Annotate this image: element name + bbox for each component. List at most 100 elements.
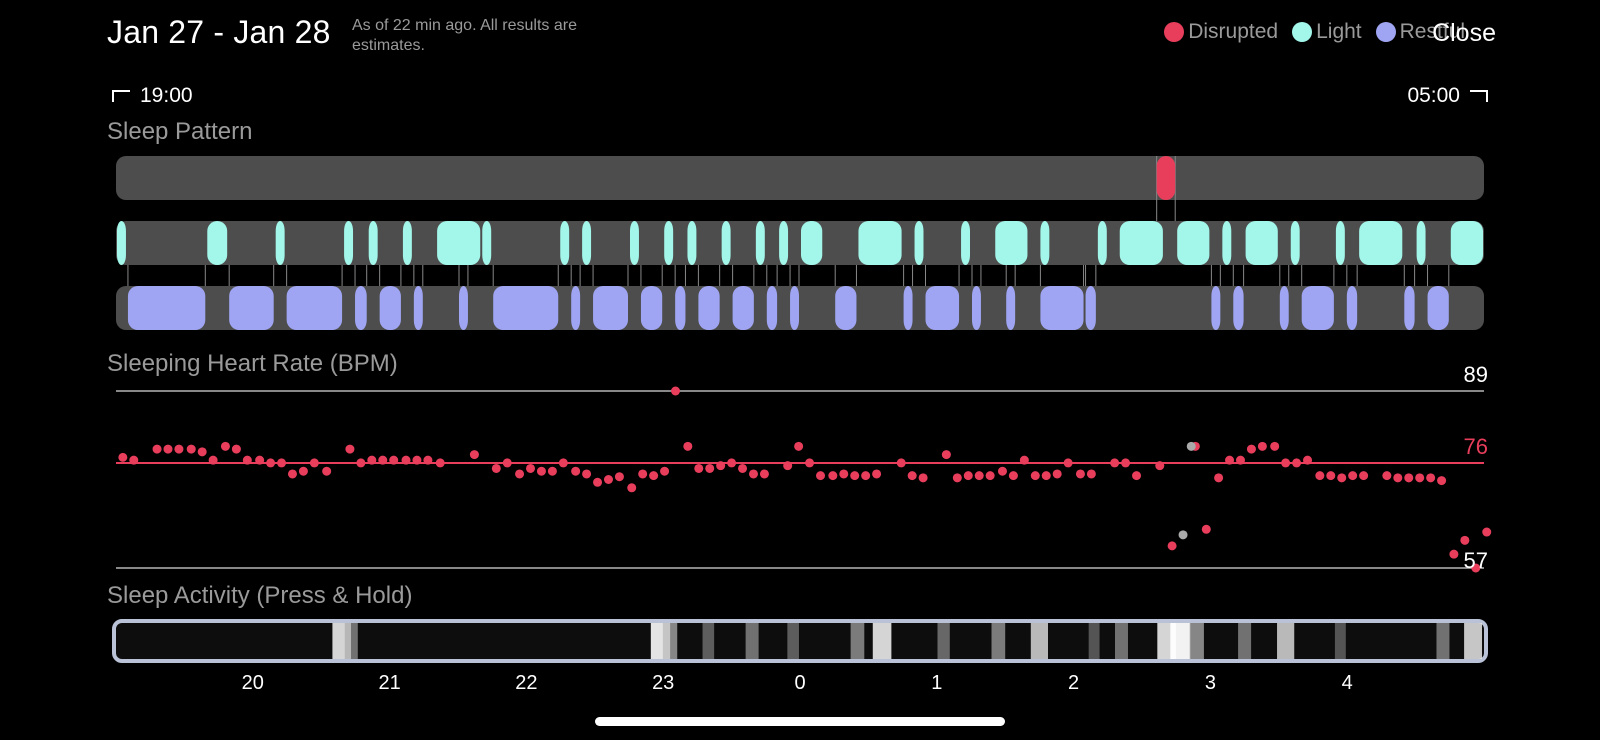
light-segment	[721, 221, 731, 265]
activity-peak	[662, 623, 678, 659]
hr-point	[277, 458, 287, 468]
hour-tick: 2	[1068, 672, 1080, 694]
hr-point	[603, 475, 613, 484]
disrupted-track	[116, 156, 1484, 200]
hr-point	[660, 466, 670, 476]
hr-point	[1121, 458, 1131, 468]
hr-point	[638, 469, 648, 479]
hr-point	[705, 463, 715, 473]
hr-point	[1214, 473, 1224, 483]
restful-segment	[1233, 286, 1244, 330]
heart-rate-title: Sleeping Heart Rate (BPM)	[107, 350, 398, 377]
hr-point	[174, 444, 184, 454]
hr-point	[1225, 455, 1235, 465]
hr-point	[1257, 441, 1267, 451]
hr-point	[197, 447, 207, 457]
light-segment	[344, 221, 354, 265]
restful-dot-icon	[1375, 22, 1396, 42]
sleep-activity-title: Sleep Activity (Press & Hold)	[107, 582, 413, 609]
hr-point	[839, 469, 849, 479]
activity-peak	[1189, 623, 1204, 659]
restful-segment	[1040, 286, 1084, 330]
hr-point	[738, 463, 748, 473]
light-segment	[1416, 221, 1426, 265]
legend: Disrupted Light Restful	[1164, 20, 1465, 44]
hr-point	[1041, 471, 1051, 481]
activity-peak	[1088, 623, 1100, 659]
restful-segment	[766, 286, 778, 330]
hr-point	[1393, 473, 1403, 483]
hr-point	[716, 461, 726, 471]
legend-light-label: Light	[1316, 20, 1362, 43]
legend-disrupted: Disrupted	[1164, 20, 1278, 44]
light-segment	[1450, 221, 1483, 265]
end-time-label: 05:00	[1407, 84, 1460, 107]
hr-point	[1052, 469, 1062, 479]
restful-segment	[1346, 286, 1358, 330]
hr-point	[1359, 471, 1369, 481]
hr-point	[1415, 473, 1425, 483]
hr-point	[401, 455, 411, 465]
hr-point	[1132, 471, 1142, 481]
hr-point	[242, 455, 252, 465]
activity-peak	[1114, 623, 1128, 659]
light-segment	[1222, 221, 1232, 265]
hr-point	[469, 450, 479, 460]
hr-point	[582, 469, 592, 479]
light-segment	[368, 221, 378, 265]
restful-segment	[1427, 286, 1449, 330]
restful-segment	[1006, 286, 1016, 330]
light-segment	[1177, 221, 1210, 265]
light-segment	[630, 221, 639, 265]
restful-segment	[903, 286, 913, 330]
sleep-activity-bar[interactable]	[112, 619, 1488, 663]
hr-point	[1471, 563, 1481, 573]
range-start-bracket-icon	[112, 90, 130, 103]
activity-peak	[787, 623, 799, 659]
hr-point	[1404, 473, 1414, 483]
hr-point	[1382, 471, 1392, 481]
hr-point	[1030, 471, 1040, 481]
light-segment	[1335, 221, 1345, 265]
hr-point	[783, 461, 793, 471]
hr-min-value: 57	[1463, 548, 1488, 573]
legend-disrupted-label: Disrupted	[1188, 20, 1279, 43]
hr-point	[502, 458, 512, 468]
hr-point	[614, 472, 624, 482]
hr-point	[941, 450, 951, 460]
light-segment	[995, 221, 1028, 265]
hr-max-value: 89	[1463, 362, 1488, 387]
restful-segment	[1301, 286, 1334, 330]
hr-point	[356, 458, 366, 468]
activity-peak	[1238, 623, 1252, 659]
hr-point	[1482, 527, 1492, 537]
light-track	[116, 221, 1484, 265]
hr-point	[974, 471, 984, 481]
hr-point	[1155, 461, 1165, 471]
hr-point	[345, 444, 355, 454]
hour-tick: 22	[515, 672, 538, 694]
home-indicator[interactable]	[595, 717, 1005, 726]
light-segment	[1040, 221, 1050, 265]
hr-point	[118, 452, 128, 462]
hr-point	[367, 455, 377, 465]
hr-point	[850, 471, 860, 481]
light-segment	[1119, 221, 1163, 265]
restful-segment	[413, 286, 423, 330]
legend-restful-label: Restful	[1399, 20, 1465, 43]
hr-point	[231, 444, 241, 454]
hr-point	[152, 444, 162, 454]
hr-point	[794, 441, 804, 451]
hr-point	[985, 471, 995, 481]
light-segment	[801, 221, 823, 265]
hr-point	[1337, 473, 1347, 483]
light-segment	[1097, 221, 1107, 265]
activity-peak	[872, 623, 892, 659]
hr-point	[593, 477, 603, 487]
restful-segment	[972, 286, 981, 330]
hr-point	[1201, 524, 1211, 534]
close-button[interactable]: Close	[1432, 19, 1496, 47]
activity-peak	[850, 623, 865, 659]
hr-point	[1292, 458, 1302, 468]
